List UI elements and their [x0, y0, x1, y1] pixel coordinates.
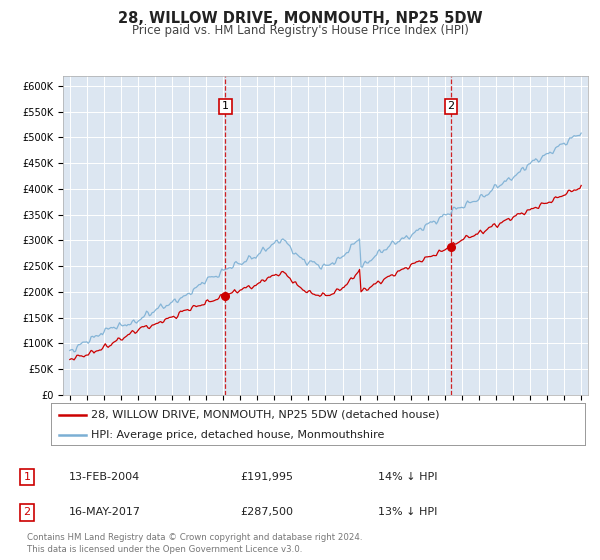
Text: 14% ↓ HPI: 14% ↓ HPI — [378, 472, 437, 482]
Text: Price paid vs. HM Land Registry's House Price Index (HPI): Price paid vs. HM Land Registry's House … — [131, 24, 469, 36]
Text: 16-MAY-2017: 16-MAY-2017 — [69, 507, 141, 517]
Text: 13% ↓ HPI: 13% ↓ HPI — [378, 507, 437, 517]
Text: 2: 2 — [448, 101, 455, 111]
Text: This data is licensed under the Open Government Licence v3.0.: This data is licensed under the Open Gov… — [27, 545, 302, 554]
Text: 1: 1 — [23, 472, 31, 482]
Text: Contains HM Land Registry data © Crown copyright and database right 2024.: Contains HM Land Registry data © Crown c… — [27, 533, 362, 542]
Text: 13-FEB-2004: 13-FEB-2004 — [69, 472, 140, 482]
Text: £287,500: £287,500 — [240, 507, 293, 517]
Text: 28, WILLOW DRIVE, MONMOUTH, NP25 5DW: 28, WILLOW DRIVE, MONMOUTH, NP25 5DW — [118, 11, 482, 26]
Text: 28, WILLOW DRIVE, MONMOUTH, NP25 5DW (detached house): 28, WILLOW DRIVE, MONMOUTH, NP25 5DW (de… — [91, 410, 440, 420]
Text: 2: 2 — [23, 507, 31, 517]
Text: 1: 1 — [222, 101, 229, 111]
Text: £191,995: £191,995 — [240, 472, 293, 482]
Text: HPI: Average price, detached house, Monmouthshire: HPI: Average price, detached house, Monm… — [91, 430, 385, 440]
